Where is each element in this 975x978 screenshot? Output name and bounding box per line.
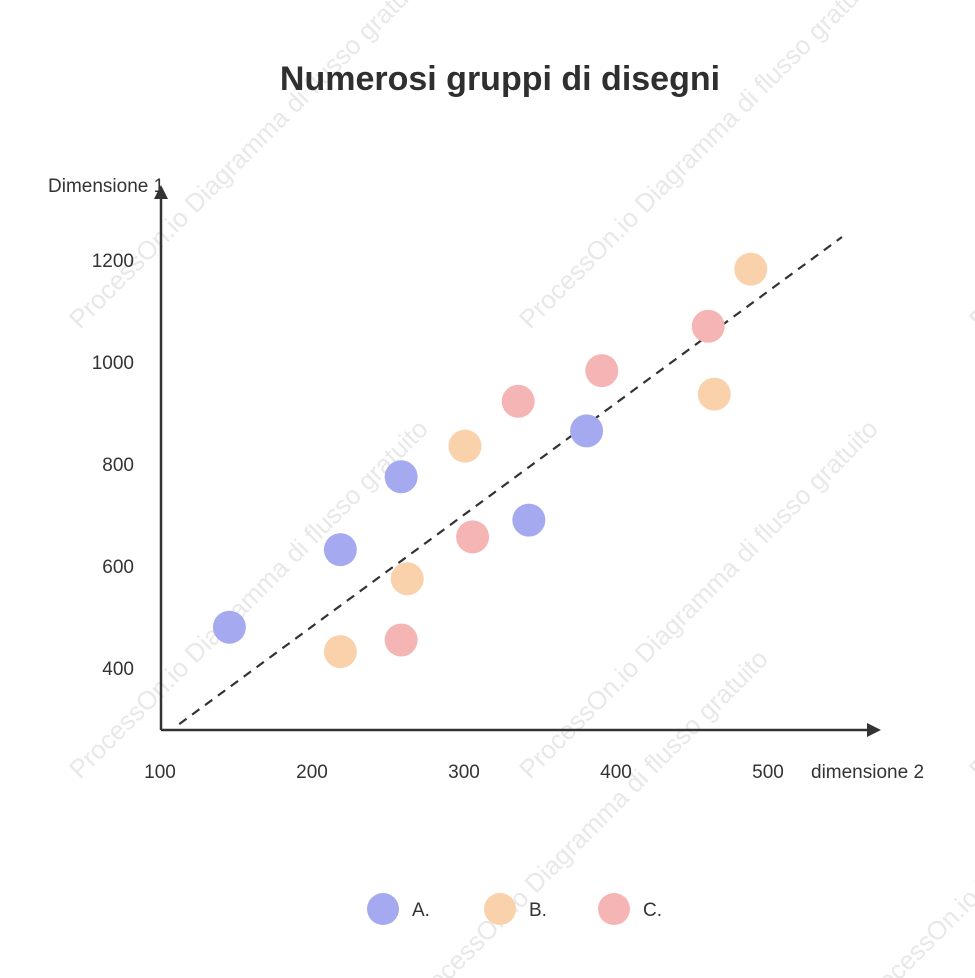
x-tick-label: 200 [296,762,328,783]
data-point-series-3 [384,623,418,657]
legend-swatch [367,893,399,925]
data-point-series-3 [501,384,535,418]
x-tick-label: 500 [752,762,784,783]
legend-label: A. [412,900,430,921]
legend-label: B. [529,900,547,921]
data-point-series-1 [323,533,357,567]
legend-swatch [598,893,630,925]
x-tick-label: 100 [144,762,176,783]
data-point-series-1 [570,414,604,448]
data-point-series-2 [734,252,768,286]
y-tick-label: 1000 [92,353,134,374]
data-point-series-1 [512,503,546,537]
data-point-series-1 [212,610,246,644]
y-tick-label: 800 [102,455,134,476]
y-tick-label: 600 [102,557,134,578]
watermark-text: ProcessOn.io Diagramma di flusso gratuit… [963,414,975,785]
chart-title: Numerosi gruppi di disegni [280,60,720,98]
y-tick-label: 400 [102,659,134,680]
x-axis-label: dimensione 2 [811,762,924,783]
data-point-series-3 [691,309,725,343]
data-points [212,252,768,669]
data-point-series-1 [384,460,418,494]
y-tick-labels: 400 600 800 1000 1200 [92,251,134,680]
legend-swatch [484,893,516,925]
data-point-series-2 [697,377,731,411]
y-axis-label: Dimensione 1 [48,176,164,197]
watermark-text: ProcessOn.io Diagramma di flusso gratuit… [853,644,975,978]
x-tick-label: 300 [448,762,480,783]
x-tick-labels: 100 200 300 400 500 [144,762,784,783]
watermark-text: ProcessOn.io Diagramma di flusso gratuit… [63,0,434,334]
data-point-series-2 [390,562,424,596]
data-point-series-3 [585,354,619,388]
y-tick-label: 1200 [92,251,134,272]
data-point-series-3 [456,520,490,554]
trend-line [178,236,843,725]
watermark-text: ProcessOn.io Diagramma di flusso gratuit… [513,0,884,334]
legend: A. B. C. [367,893,662,925]
x-tick-label: 400 [600,762,632,783]
data-point-series-2 [448,429,482,463]
legend-label: C. [643,900,662,921]
data-point-series-2 [323,635,357,669]
watermark-layer: ProcessOn.io Diagramma di flusso gratuit… [63,0,975,978]
watermark-text: ProcessOn.io Diagramma di flusso gratuit… [963,0,975,334]
